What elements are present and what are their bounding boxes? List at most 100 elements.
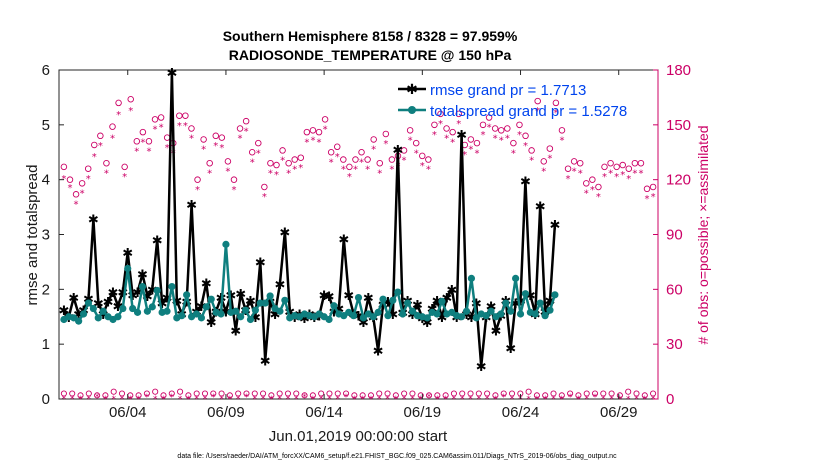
rmse-point: ✱: [245, 294, 256, 309]
totalspread-point: [384, 312, 392, 320]
possible-obs-marker: [182, 112, 189, 119]
possible-obs-marker-low: [69, 390, 76, 397]
assimilated-obs-marker: *: [219, 143, 224, 154]
totalspread-point: [237, 313, 245, 321]
chart-title: Southern Hemisphere 8158 / 8328 = 97.959…: [223, 28, 518, 44]
possible-obs-marker: [437, 110, 444, 118]
possible-obs-marker-low: [583, 390, 590, 397]
totalspread-point: [497, 310, 505, 318]
possible-obs-marker: [364, 156, 371, 163]
assimilated-obs-marker-low: *: [62, 395, 67, 405]
rmse-point: ✱: [181, 295, 192, 310]
rmse-point: ✱: [456, 129, 467, 144]
assimilated-obs-marker: *: [80, 188, 85, 199]
rmse-point: ✱: [441, 292, 452, 307]
rmse-point: ✱: [73, 308, 84, 323]
possible-obs-marker-low: [152, 388, 159, 395]
assimilated-obs-marker: *: [444, 134, 449, 145]
totalspread-point: [423, 314, 431, 322]
possible-obs-marker-low: [193, 390, 200, 397]
assimilated-obs-marker: *: [590, 185, 595, 196]
rmse-point: ✱: [157, 297, 168, 312]
totalspread-point: [521, 290, 530, 298]
assimilated-obs-marker-low: *: [526, 395, 531, 405]
rmse-point: ✱: [373, 345, 384, 360]
assimilated-obs-marker-low: *: [418, 395, 423, 405]
assimilated-obs-marker: *: [74, 199, 79, 210]
y-left-tick-label: 3: [42, 227, 50, 244]
assimilated-obs-marker-low: *: [626, 395, 631, 405]
rmse-point: ✱: [549, 219, 560, 234]
possible-obs-marker: [382, 130, 390, 138]
assimilated-obs-marker: *: [408, 135, 413, 146]
possible-obs-marker-low: [351, 392, 358, 399]
possible-obs-marker: [212, 132, 220, 140]
assimilated-obs-marker: *: [140, 137, 145, 148]
possible-obs-marker: [127, 95, 134, 103]
assimilated-obs-marker: *: [377, 168, 382, 179]
assimilated-obs-marker: *: [632, 168, 637, 179]
rmse-point: ✱: [535, 200, 546, 215]
possible-obs-marker-low: [168, 390, 175, 397]
rmse-point: ✱: [476, 360, 487, 375]
y-right-tick-label: 90: [666, 227, 683, 244]
assimilated-obs-marker: *: [238, 134, 243, 145]
totalspread-point: [507, 307, 515, 315]
assimilated-obs-marker: *: [487, 123, 492, 134]
possible-obs-marker-low: [500, 390, 507, 397]
rmse-point: ✱: [422, 316, 433, 331]
possible-obs-marker-low: [434, 392, 441, 399]
assimilated-obs-marker: *: [189, 134, 194, 145]
rmse-point: ✱: [93, 297, 104, 312]
assimilated-obs-marker: *: [547, 154, 552, 165]
possible-obs-marker-low: [633, 390, 640, 397]
assimilated-obs-marker: *: [213, 141, 218, 152]
assimilated-obs-marker-low: *: [294, 395, 299, 405]
possible-obs-marker-low: [467, 390, 474, 397]
totalspread-point: [482, 312, 490, 320]
totalspread-point: [119, 304, 127, 313]
totalspread-point: [222, 240, 230, 248]
possible-obs-marker: [218, 134, 226, 141]
assimilated-obs-marker-low: *: [170, 393, 175, 403]
assimilated-obs-marker-low: *: [468, 395, 473, 405]
possible-obs-marker-low: [442, 392, 449, 399]
rmse-point: ✱: [98, 308, 109, 323]
rmse-point: ✱: [152, 234, 163, 249]
plot-area: [58, 69, 659, 400]
assimilated-obs-marker: *: [541, 167, 546, 178]
assimilated-obs-marker-low: *: [128, 395, 133, 405]
totalspread-point: [153, 286, 161, 295]
possible-obs-marker: [425, 156, 432, 163]
assimilated-obs-marker-low: *: [269, 395, 274, 405]
totalspread-point: [502, 299, 510, 307]
totalspread-point: [84, 299, 93, 307]
assimilated-obs-marker-low: *: [402, 395, 407, 405]
assimilated-obs-marker-low: *: [394, 395, 399, 405]
possible-obs-marker: [601, 163, 608, 171]
possible-obs-marker: [491, 125, 499, 132]
x-tick-label: 06/04: [109, 404, 147, 421]
assimilated-obs-marker: *: [462, 150, 467, 161]
rmse-point: ✱: [166, 67, 177, 82]
y-left-tick-label: 6: [42, 62, 50, 79]
possible-obs-marker: [431, 121, 438, 129]
assimilated-obs-marker-low: *: [311, 395, 316, 405]
possible-obs-marker-low: [600, 390, 607, 397]
totalspread-point: [94, 314, 102, 322]
y-right-tick-label: 0: [666, 391, 674, 408]
possible-obs-marker: [576, 159, 584, 167]
assimilated-obs-marker-low: *: [510, 395, 515, 405]
assimilated-obs-marker-low: *: [111, 395, 116, 405]
rmse-point: ✱: [338, 233, 349, 248]
assimilated-obs-marker-low: *: [493, 395, 498, 405]
assimilated-obs-marker: *: [292, 165, 297, 176]
y-right-tick-label: 150: [666, 117, 691, 134]
totalspread-point: [138, 282, 147, 291]
assimilated-obs-marker: *: [183, 121, 188, 132]
possible-obs-marker-low: [318, 390, 325, 397]
rmse-point: ✱: [299, 312, 310, 327]
possible-obs-marker: [66, 176, 74, 183]
